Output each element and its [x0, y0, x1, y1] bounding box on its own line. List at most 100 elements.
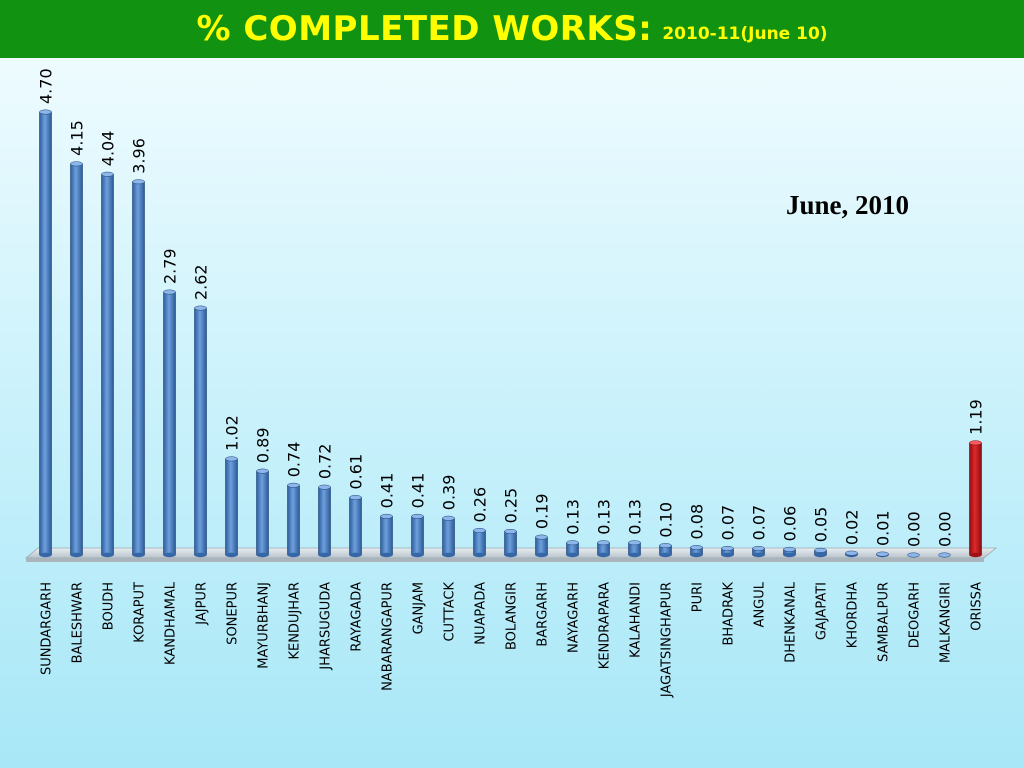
value-label: 4.15	[68, 120, 87, 156]
bar	[349, 495, 362, 558]
category-label: BARGARH	[536, 582, 551, 647]
category-label: GAJAPATI	[815, 582, 830, 640]
bar	[132, 179, 145, 558]
bar-cap	[876, 551, 889, 557]
value-label: 0.72	[316, 444, 335, 480]
value-label: 0.10	[657, 502, 676, 538]
bar	[287, 482, 300, 558]
bar-base	[442, 552, 455, 558]
category-label: KHORDHA	[846, 582, 861, 648]
bar-cap	[473, 528, 486, 533]
bar-body	[318, 486, 331, 556]
bar-cap	[907, 552, 920, 558]
bar-cap	[256, 468, 269, 474]
bar-cap	[721, 545, 734, 551]
value-label: 0.41	[378, 473, 397, 509]
bar-body	[411, 516, 424, 556]
category-label: PURI	[691, 582, 706, 612]
bar	[535, 534, 548, 558]
category-label: SUNDARGARH	[40, 582, 55, 675]
bar-base	[163, 552, 176, 558]
bar	[597, 540, 610, 558]
bar	[876, 551, 889, 558]
category-label: SONEPUR	[226, 582, 241, 645]
title-bar: % COMPLETED WORKS: 2010-11(June 10)	[0, 0, 1024, 58]
bar-cap	[597, 540, 610, 546]
bar-base	[411, 552, 424, 558]
category-label: BHADRAK	[722, 582, 737, 646]
bar-base	[132, 552, 145, 558]
value-label: 4.70	[37, 68, 56, 104]
value-label: 0.07	[719, 505, 738, 541]
bar-base	[349, 552, 362, 558]
bar-cap	[845, 550, 858, 556]
bar-cap	[318, 484, 331, 490]
category-label: BOUDH	[102, 582, 117, 630]
bar-cap	[566, 540, 579, 546]
bar-body	[349, 497, 362, 556]
category-label: JAGATSINGHAPUR	[660, 582, 675, 698]
bar-cap	[814, 547, 827, 553]
value-label: 0.89	[254, 427, 273, 463]
category-label: SAMBALPUR	[877, 582, 892, 662]
category-label: DHENKANAL	[784, 581, 799, 663]
value-label: 0.00	[905, 511, 924, 547]
bar-body	[132, 181, 145, 556]
bar-base	[287, 552, 300, 558]
bar	[225, 456, 238, 558]
value-label: 0.13	[595, 499, 614, 535]
bar-base	[783, 552, 796, 558]
category-label: NAYAGARH	[567, 582, 582, 653]
bar	[380, 513, 393, 558]
bar-base	[535, 552, 548, 558]
bar-body	[70, 163, 83, 556]
category-label: JHARSUGUDA	[319, 582, 334, 671]
bar-cap	[287, 482, 300, 488]
bar-cap	[163, 289, 176, 295]
bar-cap	[442, 515, 455, 521]
category-label: BOLANGIR	[505, 582, 520, 650]
chart-title: % COMPLETED WORKS:	[196, 9, 653, 49]
bar	[690, 545, 703, 558]
bar	[194, 305, 207, 558]
bar-base	[256, 552, 269, 558]
category-label: CUTTACK	[443, 582, 458, 642]
bar-base	[752, 552, 765, 558]
bar-cap	[504, 528, 517, 534]
bar-base	[318, 552, 331, 558]
bar-cap	[194, 305, 207, 311]
value-label: 0.26	[471, 487, 490, 523]
category-label: KANDHAMAL	[164, 581, 179, 665]
value-label: 0.25	[502, 488, 521, 524]
category-label: MALKANGIRI	[939, 582, 954, 663]
bar-cap	[70, 161, 83, 167]
bar-base	[473, 552, 486, 558]
value-label: 0.00	[936, 511, 955, 547]
bar-base	[380, 552, 393, 558]
bar	[101, 171, 114, 558]
bar	[628, 540, 641, 558]
bar-body	[256, 470, 269, 556]
bar-cap	[380, 513, 393, 519]
bar-base	[659, 552, 672, 558]
bar-body	[473, 530, 486, 556]
bar	[163, 289, 176, 558]
bar	[39, 109, 52, 558]
value-labels: 4.70 4.15 4.04 3.96 2.79 2.62 1.02 0.89 0.74 0.72…	[37, 68, 986, 547]
bar	[907, 552, 920, 558]
bar-body	[442, 517, 455, 556]
value-label: 0.07	[750, 505, 769, 541]
bar-base	[194, 552, 207, 558]
bar	[411, 513, 424, 558]
bar-cap	[783, 546, 796, 552]
bar-cap	[659, 543, 672, 549]
bar-body	[969, 442, 982, 556]
bar	[752, 545, 765, 558]
bar-cap	[132, 179, 145, 185]
value-label: 2.62	[192, 264, 211, 300]
bar-base	[566, 552, 579, 558]
bar-base	[70, 552, 83, 558]
category-label: KALAHANDI	[629, 582, 644, 658]
category-label: GANJAM	[412, 582, 427, 634]
bar-body	[163, 291, 176, 556]
